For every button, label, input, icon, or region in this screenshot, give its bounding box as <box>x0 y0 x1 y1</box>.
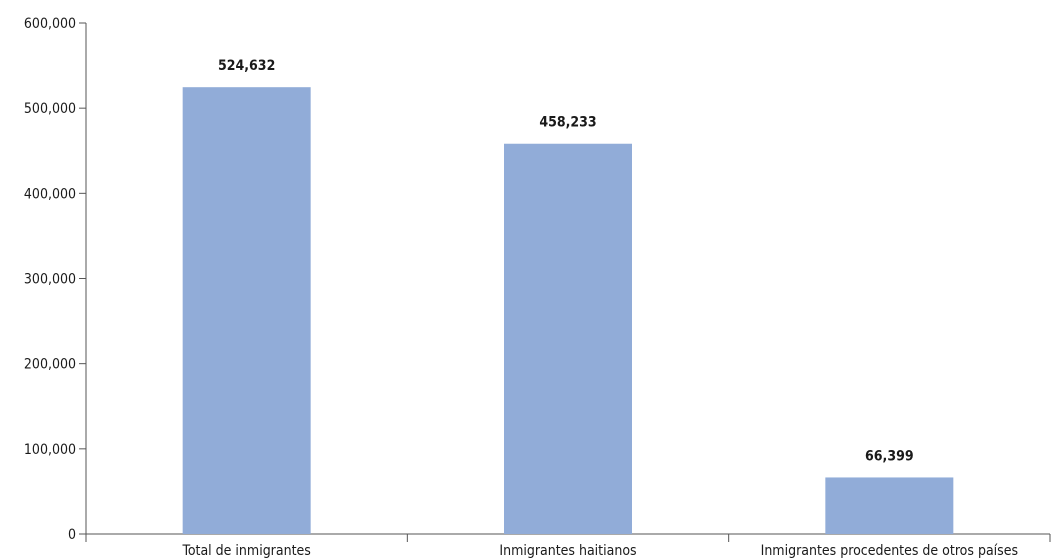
value-labels: 524,632 458,233 66,399 <box>218 58 914 464</box>
y-tick-label: 200,000 <box>24 357 76 373</box>
x-category-label: Inmigrantes procedentes de otros países <box>761 543 1018 559</box>
y-tick-label: 100,000 <box>24 442 76 458</box>
bars <box>182 87 954 535</box>
bar-value-label: 66,399 <box>865 448 914 464</box>
bar <box>504 143 632 535</box>
y-axis: 0 100,000 200,000 300,000 400,000 500,000 600,… <box>24 16 87 543</box>
bar-value-label: 458,233 <box>539 115 596 131</box>
y-tick-label: 600,000 <box>24 16 76 32</box>
category-labels: Total de inmigrantes Inmigrantes haitiano… <box>182 543 1019 559</box>
x-category-label: Inmigrantes haitianos <box>499 543 636 559</box>
y-tick-label: 0 <box>68 527 76 543</box>
x-category-label: Total de inmigrantes <box>182 543 311 559</box>
y-tick-label: 300,000 <box>24 272 76 288</box>
bar-value-label: 524,632 <box>218 58 275 74</box>
y-tick-label: 400,000 <box>24 186 76 202</box>
y-tick-label: 500,000 <box>24 101 76 117</box>
bar <box>182 87 311 534</box>
bar <box>825 477 954 534</box>
x-axis <box>85 533 1051 542</box>
